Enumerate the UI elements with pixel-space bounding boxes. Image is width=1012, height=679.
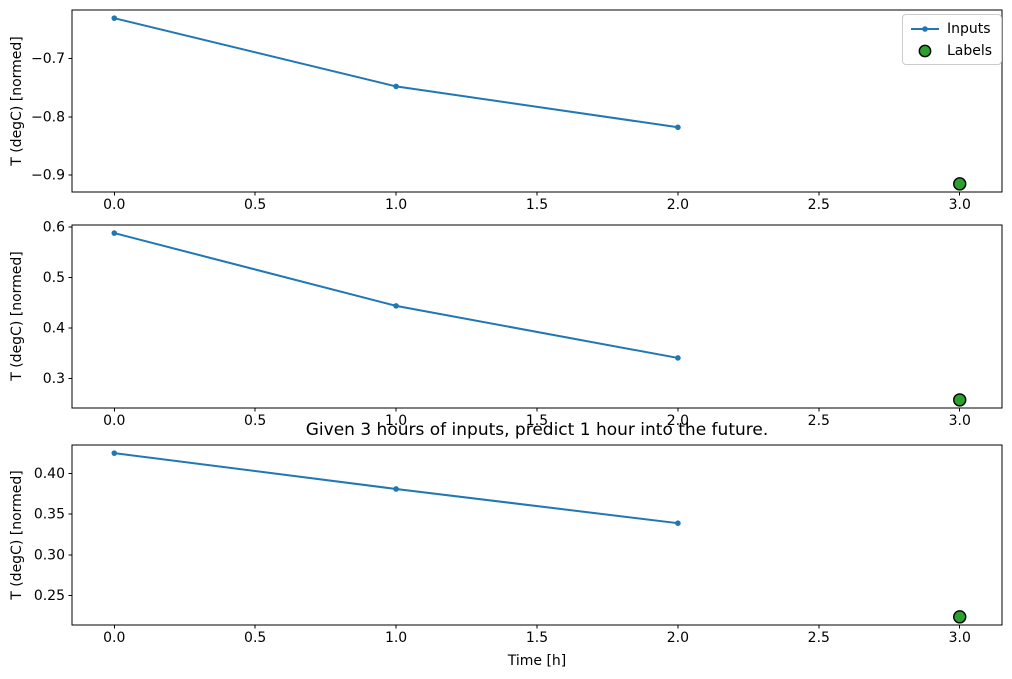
- x-tick-label: 2.5: [808, 197, 830, 213]
- x-tick-label: 2.5: [808, 630, 830, 646]
- axes-frame-subplot3: [71, 444, 1003, 626]
- y-tick-label: 0.40: [34, 466, 65, 482]
- labels-point: [953, 177, 967, 191]
- y-tick-label: 0.25: [34, 588, 65, 604]
- x-tick-label: 2.0: [667, 630, 689, 646]
- x-tick-label: 1.5: [526, 197, 548, 213]
- labels-point: [953, 610, 967, 624]
- x-tick-label: 2.0: [667, 197, 689, 213]
- y-tick-label: 0.6: [43, 220, 65, 236]
- x-tick-label: 2.5: [808, 413, 830, 429]
- y-tick-label: 0.30: [34, 547, 65, 563]
- inputs-point: [675, 124, 681, 131]
- y-tick-label: 0.35: [34, 507, 65, 523]
- axes-frame-subplot1: [71, 9, 1003, 193]
- labels-point: [953, 393, 967, 407]
- y-axis-label-subplot3: T (degC) [normed]: [9, 470, 25, 600]
- y-axis-label-subplot1: T (degC) [normed]: [9, 36, 25, 166]
- y-tick-label: 0.5: [43, 270, 65, 286]
- axes-frame-subplot2: [71, 224, 1003, 409]
- y-axis-label-subplot2: T (degC) [normed]: [9, 251, 25, 381]
- x-tick-label: 2.0: [667, 413, 689, 429]
- line-marker-icon: [911, 25, 939, 32]
- x-tick-label: 3.0: [949, 197, 971, 213]
- y-tick-label: −0.8: [31, 109, 65, 125]
- y-tick-label: −0.9: [31, 168, 65, 184]
- x-tick-label: 0.5: [244, 630, 266, 646]
- x-tick-label: 3.0: [949, 630, 971, 646]
- x-axis-label: Time [h]: [507, 653, 567, 669]
- x-tick-label: 0.5: [244, 197, 266, 213]
- x-tick-label: 1.0: [385, 413, 407, 429]
- legend-label-inputs: Inputs: [947, 20, 991, 37]
- x-tick-label: 1.5: [526, 630, 548, 646]
- subplot3-title: Given 3 hours of inputs, predict 1 hour …: [305, 420, 769, 440]
- y-tick-label: −0.7: [31, 51, 65, 67]
- legend: Inputs Labels: [902, 14, 1003, 65]
- circle-marker-icon: [918, 44, 932, 57]
- y-tick-label: 0.3: [43, 371, 65, 387]
- x-tick-label: 0.0: [103, 630, 125, 646]
- x-tick-label: 3.0: [949, 413, 971, 429]
- legend-item-inputs: Inputs: [910, 19, 992, 38]
- x-tick-label: 1.0: [385, 197, 407, 213]
- x-tick-label: 1.5: [526, 413, 548, 429]
- y-tick-label: 0.4: [43, 321, 65, 337]
- inputs-point: [675, 520, 681, 526]
- inputs-point: [393, 83, 399, 90]
- x-tick-label: 0.5: [244, 413, 266, 429]
- inputs-line: [113, 17, 679, 129]
- inputs-point: [111, 450, 118, 456]
- legend-item-labels: Labels: [910, 41, 992, 60]
- inputs-point: [393, 303, 399, 309]
- x-tick-label: 0.0: [103, 197, 125, 213]
- x-tick-label: 0.0: [103, 413, 125, 429]
- x-tick-label: 1.0: [385, 630, 407, 646]
- legend-label-labels: Labels: [947, 42, 993, 59]
- inputs-point: [111, 15, 118, 21]
- inputs-point: [111, 230, 118, 236]
- inputs-point: [393, 486, 399, 492]
- inputs-point: [675, 355, 681, 361]
- inputs-line: [113, 232, 679, 359]
